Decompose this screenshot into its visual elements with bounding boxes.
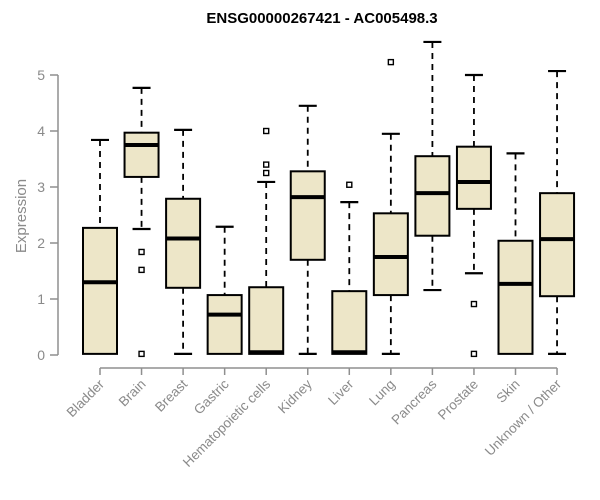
box-hematopoietic-cells (248, 286, 285, 355)
x-tick-label-kidney: Kidney (275, 376, 315, 416)
x-tick-label-breast: Breast (152, 376, 190, 414)
box-bladder (82, 226, 118, 355)
box-gastric (206, 294, 243, 355)
x-tick-label-unknown-other: Unknown / Other (482, 376, 565, 459)
outlier-prostate-1 (470, 350, 478, 358)
x-tick-label-lung: Lung (366, 377, 398, 409)
outlier-lung-0 (387, 58, 395, 66)
box-breast (165, 197, 202, 289)
box-pancreas (414, 155, 451, 237)
x-tick-label-prostate: Prostate (435, 377, 481, 423)
outlier-brain-0 (138, 248, 145, 256)
outlier-brain-2 (138, 350, 145, 358)
x-tick-label-liver: Liver (325, 376, 357, 408)
box-skin (497, 239, 534, 355)
box-liver (331, 290, 368, 355)
outlier-prostate-0 (470, 300, 478, 308)
y-tick-label-0: 0 (37, 347, 45, 363)
y-tick-label-1: 1 (37, 291, 45, 307)
outlier-hematopoietic-cells-1 (263, 161, 270, 168)
box-unknown-other (539, 192, 576, 298)
x-tick-label-brain: Brain (116, 377, 149, 410)
x-tick-label-gastric: Gastric (191, 376, 232, 417)
chart-title: ENSG00000267421 - AC005498.3 (206, 10, 438, 27)
outlier-hematopoietic-cells-0 (263, 127, 270, 135)
outlier-brain-1 (138, 266, 145, 274)
box-brain (123, 131, 160, 178)
box-kidney (289, 170, 326, 261)
y-tick-label-2: 2 (37, 235, 45, 251)
outlier-hematopoietic-cells-2 (263, 169, 270, 177)
y-tick-label-5: 5 (37, 67, 45, 83)
y-tick-label-4: 4 (37, 123, 45, 139)
y-tick-label-3: 3 (37, 179, 45, 195)
x-tick-label-pancreas: Pancreas (389, 376, 440, 427)
box-lung (372, 212, 409, 297)
box-prostate (455, 145, 492, 210)
outlier-liver-0 (346, 181, 353, 188)
x-tick-label-skin: Skin (493, 377, 522, 406)
x-tick-label-bladder: Bladder (64, 376, 108, 420)
